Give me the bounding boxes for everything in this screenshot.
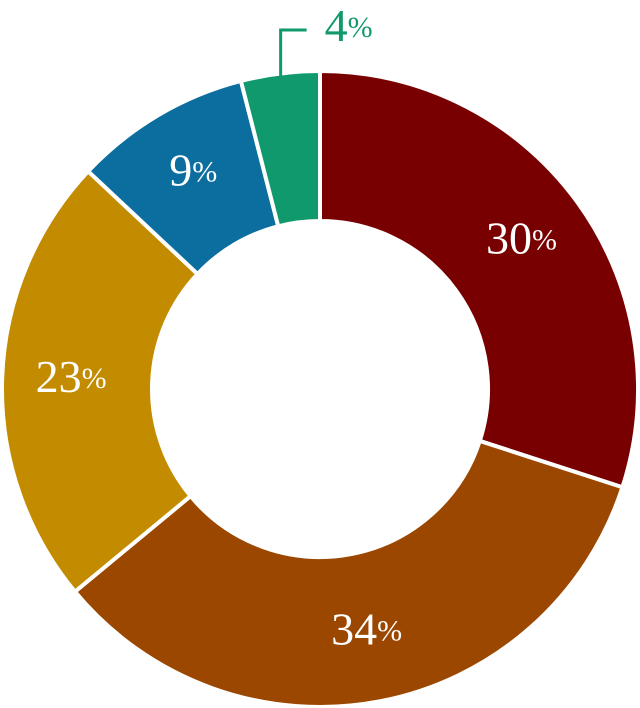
data-label: 34%: [331, 603, 402, 654]
donut-slice: [72, 438, 625, 708]
leader-line: [279, 28, 307, 78]
donut-slice: [318, 68, 640, 490]
donut-slice: [238, 68, 322, 229]
donut-slice: [0, 168, 201, 595]
data-label: 9%: [169, 144, 217, 195]
data-label: 23%: [36, 351, 107, 402]
data-label: 4%: [325, 0, 373, 51]
data-label: 30%: [486, 212, 557, 263]
